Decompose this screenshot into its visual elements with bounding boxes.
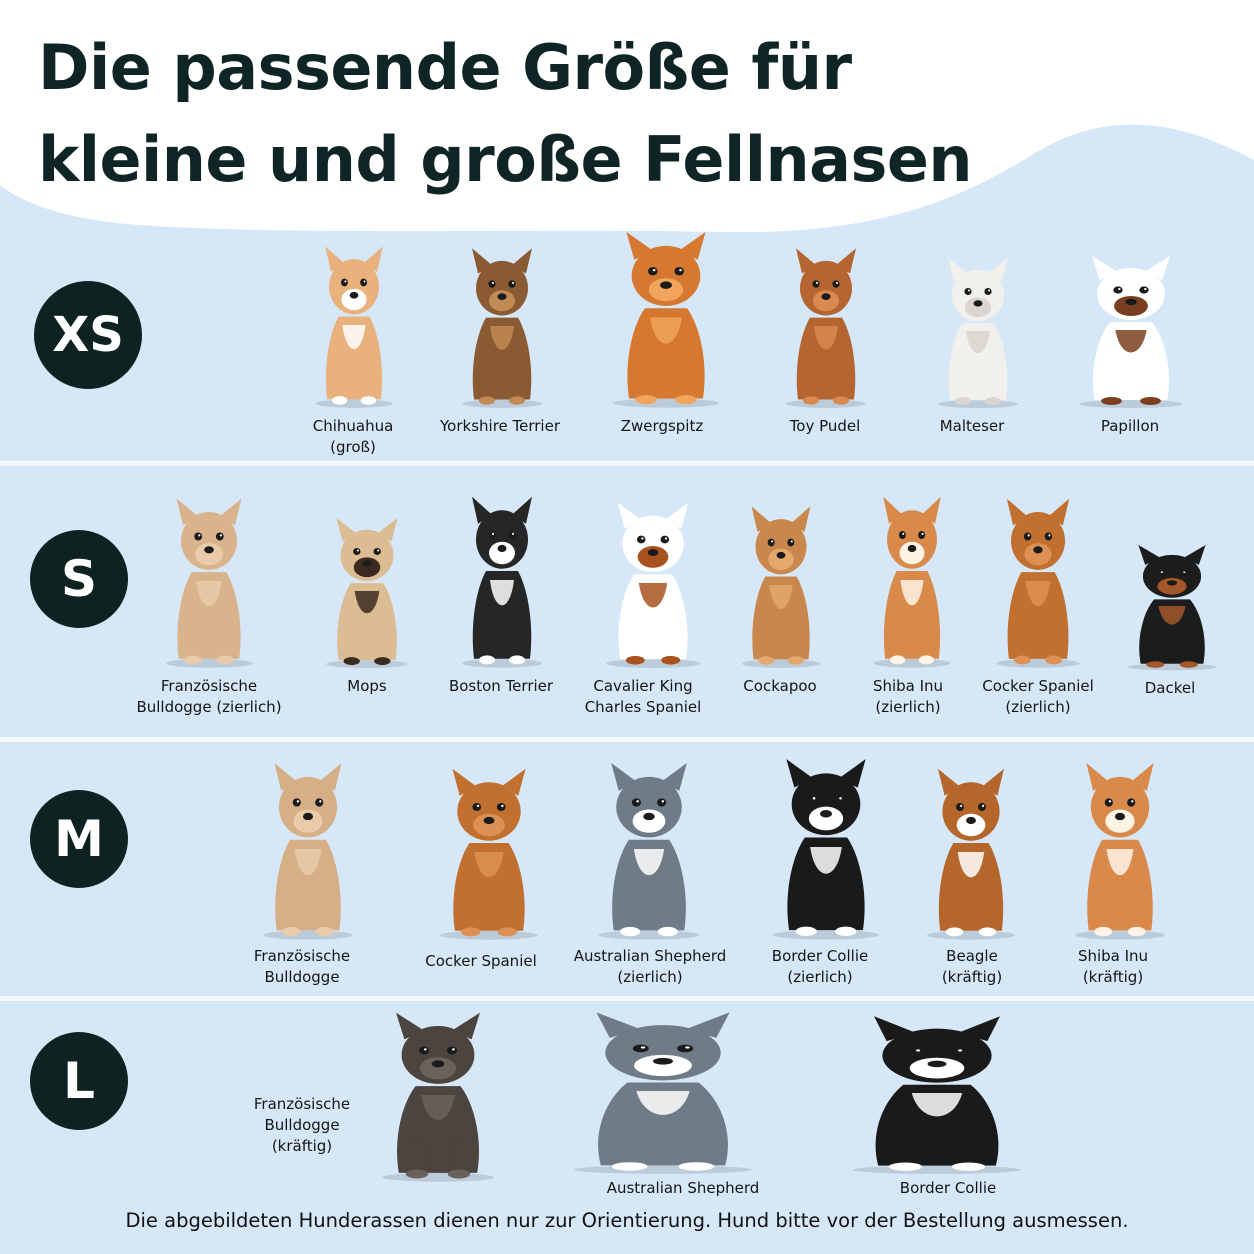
dog-label-line: Cocker Spaniel (425, 952, 537, 970)
dog-label-line: (groß) (330, 438, 376, 456)
dog-label-line: Zwergspitz (620, 417, 704, 435)
dog-label: Cocker Spaniel (zierlich) (982, 676, 1094, 718)
dog-label-line: Charles Spaniel (584, 698, 702, 716)
dog-label-line: Französische (160, 677, 258, 695)
size-badge-xs: XS (34, 281, 142, 389)
cocker-spaniel-icon (428, 762, 550, 942)
dog-label-line: Shiba Inu (872, 677, 944, 695)
dog-label: Französische Bulldogge (kräftig) (254, 1094, 350, 1157)
cavalier-king-charles-icon (594, 496, 712, 670)
dackel-icon (1116, 540, 1228, 672)
border-collie-icon (760, 752, 892, 942)
dog-label: Shiba Inu (kräftig) (1078, 946, 1148, 988)
dog-label-line: Französische (253, 947, 351, 965)
australian-shepherd-icon (552, 1006, 774, 1176)
dog-label: Cavalier King Charles Spaniel (585, 676, 702, 718)
dog-label-line: Bulldogge (zierlich) (136, 698, 282, 716)
dog-label: Shiba Inu (zierlich) (873, 676, 943, 718)
dog-label-line: Cavalier King (593, 677, 693, 695)
dog-label-line: Australian Shepherd (606, 1179, 760, 1197)
dog-label-line: Bulldogge (264, 968, 340, 986)
row-divider (0, 461, 1254, 466)
title-line-1: Die passende Größe für (38, 31, 852, 104)
size-badge-label: S (60, 550, 97, 608)
dog-label-line: Malteser (939, 417, 1005, 435)
dog-label: Zwergspitz (621, 416, 703, 437)
toy-pudel-icon (776, 242, 876, 410)
boston-terrier-icon (452, 490, 552, 670)
dog-label-line: (zierlich) (787, 968, 853, 986)
size-badge-label: M (54, 810, 104, 868)
dog-label-line: Cocker Spaniel (982, 677, 1094, 695)
size-badge-l: L (30, 1032, 128, 1130)
disclaimer-footer: Die abgebildeten Hunderassen dienen nur … (125, 1209, 1129, 1232)
dog-label: Papillon (1101, 416, 1159, 437)
mops-icon (316, 512, 418, 670)
dog-label-line: Dackel (1144, 679, 1196, 697)
dog-label-line: (zierlich) (1005, 698, 1071, 716)
dog-label: Französische Bulldogge (zierlich) (136, 676, 281, 718)
shiba-inu-icon (864, 490, 960, 670)
dog-label-line: (kräftig) (941, 968, 1003, 986)
dog-label-line: Mops (347, 677, 387, 695)
dog-label-line: Beagle (946, 947, 998, 965)
dog-label: Mops (347, 676, 386, 697)
dog-label: Malteser (940, 416, 1005, 437)
size-badge-s: S (30, 530, 128, 628)
dog-label-line: Shiba Inu (1077, 947, 1149, 965)
dog-label: Border Collie (900, 1178, 996, 1199)
dog-label-line: (zierlich) (617, 968, 683, 986)
franzoesische-bulldogge-icon (368, 1006, 508, 1184)
yorkshire-terrier-icon (452, 242, 552, 410)
dog-label-line: Yorkshire Terrier (440, 417, 560, 435)
page-title: Die passende Größe für kleine und große … (38, 22, 973, 206)
dog-label: Boston Terrier (449, 676, 553, 697)
chihuahua-icon (306, 240, 402, 410)
dog-label-line: (kräftig) (271, 1137, 333, 1155)
dog-label: Yorkshire Terrier (440, 416, 560, 437)
dog-label-line: Border Collie (899, 1179, 997, 1197)
franzoesische-bulldogge-icon (252, 756, 364, 942)
dog-label-line: Boston Terrier (448, 677, 554, 695)
cocker-spaniel-icon (986, 492, 1090, 670)
dog-label-line: Cockapoo (743, 677, 817, 695)
size-badge-m: M (30, 790, 128, 888)
dog-label-line: (kräftig) (1082, 968, 1144, 986)
dog-label: Cockapoo (743, 676, 816, 697)
size-badge-label: XS (52, 307, 124, 363)
dog-label: Australian Shepherd (607, 1178, 760, 1199)
dog-label-line: Border Collie (771, 947, 869, 965)
size-badge-label: L (63, 1052, 95, 1110)
dog-label: Border Collie (zierlich) (772, 946, 868, 988)
row-divider (0, 996, 1254, 1001)
dog-label-line: Papillon (1100, 417, 1160, 435)
dog-label: Australian Shepherd (zierlich) (574, 946, 727, 988)
dog-label: Dackel (1145, 678, 1196, 699)
dog-label-line: (zierlich) (875, 698, 941, 716)
malteser-icon (928, 252, 1028, 410)
dog-label: Chihuahua (groß) (313, 416, 394, 458)
border-collie-icon (832, 1010, 1042, 1176)
papillon-icon (1066, 250, 1196, 410)
franzoesische-bulldogge-icon (155, 492, 263, 670)
cockapoo-icon (732, 500, 830, 670)
dog-label: Cocker Spaniel (425, 951, 537, 972)
dog-label: Toy Pudel (790, 416, 861, 437)
zwergspitz-icon (600, 225, 732, 410)
header-wave (0, 0, 1254, 233)
australian-shepherd-icon (586, 756, 712, 942)
dog-label: Französische Bulldogge (254, 946, 350, 988)
dog-label-line: Französische (253, 1095, 351, 1113)
dog-label: Beagle (kräftig) (942, 946, 1002, 988)
dog-label-line: Australian Shepherd (573, 947, 727, 965)
dog-label-line: Toy Pudel (789, 417, 861, 435)
row-divider (0, 737, 1254, 742)
dog-label-line: Bulldogge (264, 1116, 340, 1134)
beagle-icon (916, 762, 1026, 942)
dog-label-line: Chihuahua (312, 417, 394, 435)
shiba-inu-icon (1064, 756, 1176, 942)
title-line-2: kleine und große Fellnasen (38, 123, 973, 196)
